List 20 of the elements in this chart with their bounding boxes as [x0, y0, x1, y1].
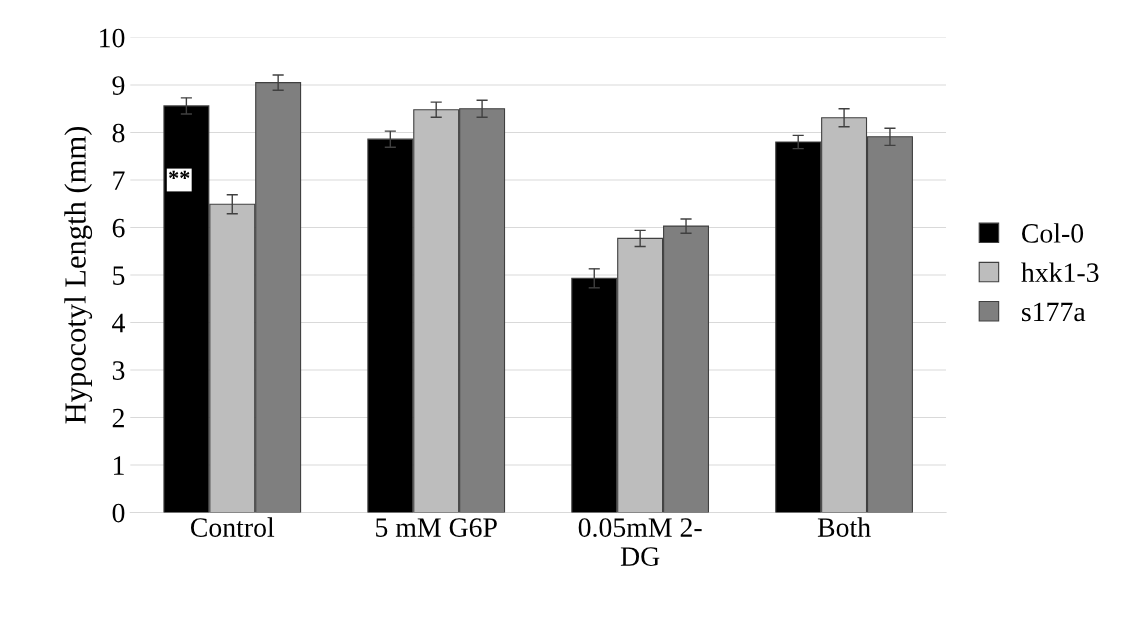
y-tick-label: 7	[113, 171, 125, 190]
legend-label: Col-0	[1022, 223, 1084, 243]
x-tick-label: Both	[817, 517, 871, 537]
y-tick-label: 9	[112, 76, 125, 95]
y-axis-title: Hypocotyl Length (mm)	[64, 126, 93, 424]
x-tick-label: 5 mM G6P	[376, 518, 497, 537]
y-tick-label: 8	[112, 123, 125, 143]
y-tick-label: 10	[100, 28, 125, 48]
x-tick-label: 0.05mM 2- DG	[578, 518, 702, 566]
y-tick-label: 0	[112, 503, 125, 523]
annotation: **	[169, 170, 190, 180]
y-tick-label: 5	[113, 266, 125, 285]
legend-label: hxk1-3	[1021, 262, 1099, 283]
legend-label: s177a	[1022, 302, 1086, 322]
y-tick-label: 3	[112, 361, 125, 380]
y-tick-label: 2	[112, 408, 124, 428]
y-tick-label: 6	[112, 218, 125, 238]
y-tick-label: 1	[113, 456, 124, 475]
x-tick-label: Control	[190, 517, 275, 537]
y-tick-label: 4	[112, 313, 125, 333]
